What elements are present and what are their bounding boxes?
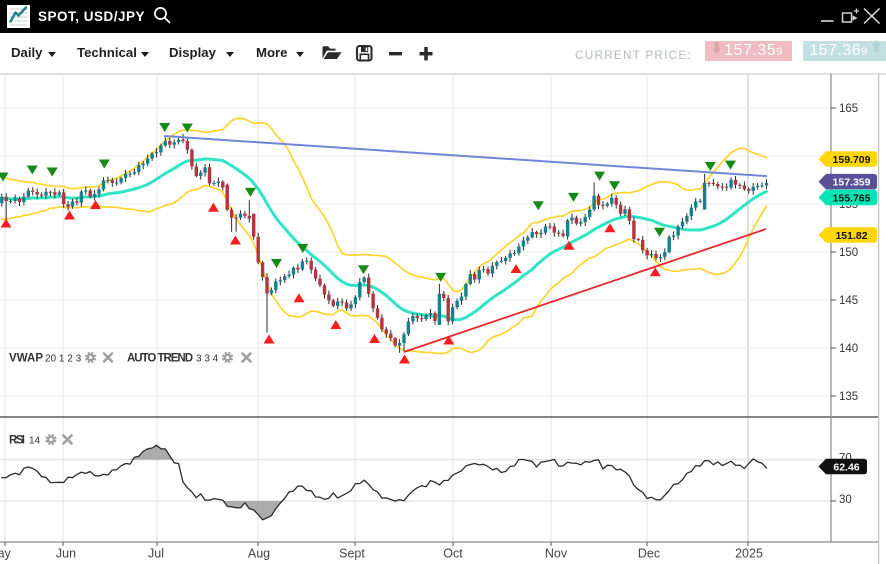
- svg-text:Dec: Dec: [638, 547, 660, 561]
- svg-text:159.709: 159.709: [833, 154, 871, 166]
- svg-text:157.359: 157.359: [833, 177, 871, 189]
- svg-text:Oct: Oct: [443, 547, 463, 561]
- svg-text:Jun: Jun: [56, 547, 76, 561]
- svg-text:30: 30: [839, 494, 852, 506]
- svg-text:145: 145: [839, 295, 858, 307]
- svg-text:62.46: 62.46: [833, 461, 859, 473]
- svg-text:May: May: [0, 547, 12, 561]
- svg-text:VWAP: VWAP: [9, 353, 43, 365]
- svg-text:140: 140: [839, 343, 858, 355]
- svg-text:165: 165: [839, 103, 858, 115]
- svg-text:150: 150: [839, 247, 858, 259]
- svg-text:3 3 4: 3 3 4: [196, 354, 219, 365]
- svg-text:14: 14: [29, 436, 41, 447]
- svg-text:20 1 2 3: 20 1 2 3: [45, 354, 82, 365]
- svg-text:Aug: Aug: [248, 547, 270, 561]
- svg-text:Nov: Nov: [545, 547, 568, 561]
- svg-text:2025: 2025: [735, 547, 763, 561]
- svg-text:Sept: Sept: [339, 547, 365, 561]
- svg-text:AUTO TREND: AUTO TREND: [127, 353, 193, 365]
- svg-text:155.765: 155.765: [833, 192, 871, 204]
- svg-text:135: 135: [839, 391, 858, 403]
- svg-text:Jul: Jul: [148, 547, 164, 561]
- svg-text:RSI: RSI: [9, 435, 25, 447]
- svg-text:151.82: 151.82: [835, 230, 867, 242]
